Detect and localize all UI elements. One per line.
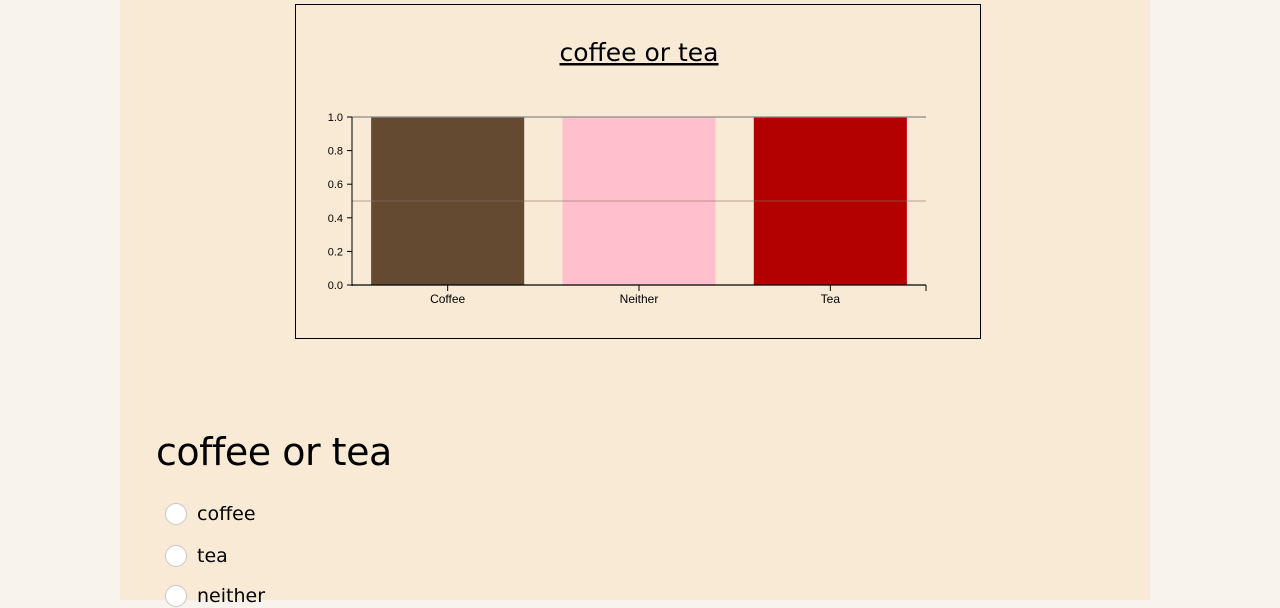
option-coffee[interactable]: coffee	[165, 502, 256, 526]
radio-coffee[interactable]	[165, 503, 187, 525]
y-tick-label: 0.0	[328, 280, 343, 292]
option-tea[interactable]: tea	[165, 544, 228, 568]
chart-panel: coffee or tea 0.0 0.2 0.4 0.6 0.8 1.0 Coffee Ne…	[295, 4, 981, 339]
radio-neither[interactable]	[165, 585, 187, 607]
option-neither-label: neither	[197, 585, 266, 607]
x-tick-label-neither: Neither	[620, 292, 659, 306]
y-tick-label: 0.2	[328, 246, 343, 258]
poll-question: coffee or tea	[156, 430, 392, 474]
bar-chart: coffee or tea 0.0 0.2 0.4 0.6 0.8 1.0 Coffee Ne…	[328, 38, 927, 306]
x-tick-label-tea: Tea	[821, 292, 841, 306]
y-tick-label: 0.8	[328, 146, 343, 158]
y-tick-label: 1.0	[328, 112, 343, 124]
x-tick-label-coffee: Coffee	[430, 292, 465, 306]
option-neither[interactable]: neither	[165, 584, 265, 608]
radio-tea[interactable]	[165, 545, 187, 567]
y-tick-label: 0.4	[328, 213, 343, 225]
chart-title: coffee or tea	[560, 38, 719, 67]
y-tick-label: 0.6	[328, 179, 343, 191]
option-tea-label: tea	[197, 545, 228, 567]
option-coffee-label: coffee	[197, 503, 256, 525]
